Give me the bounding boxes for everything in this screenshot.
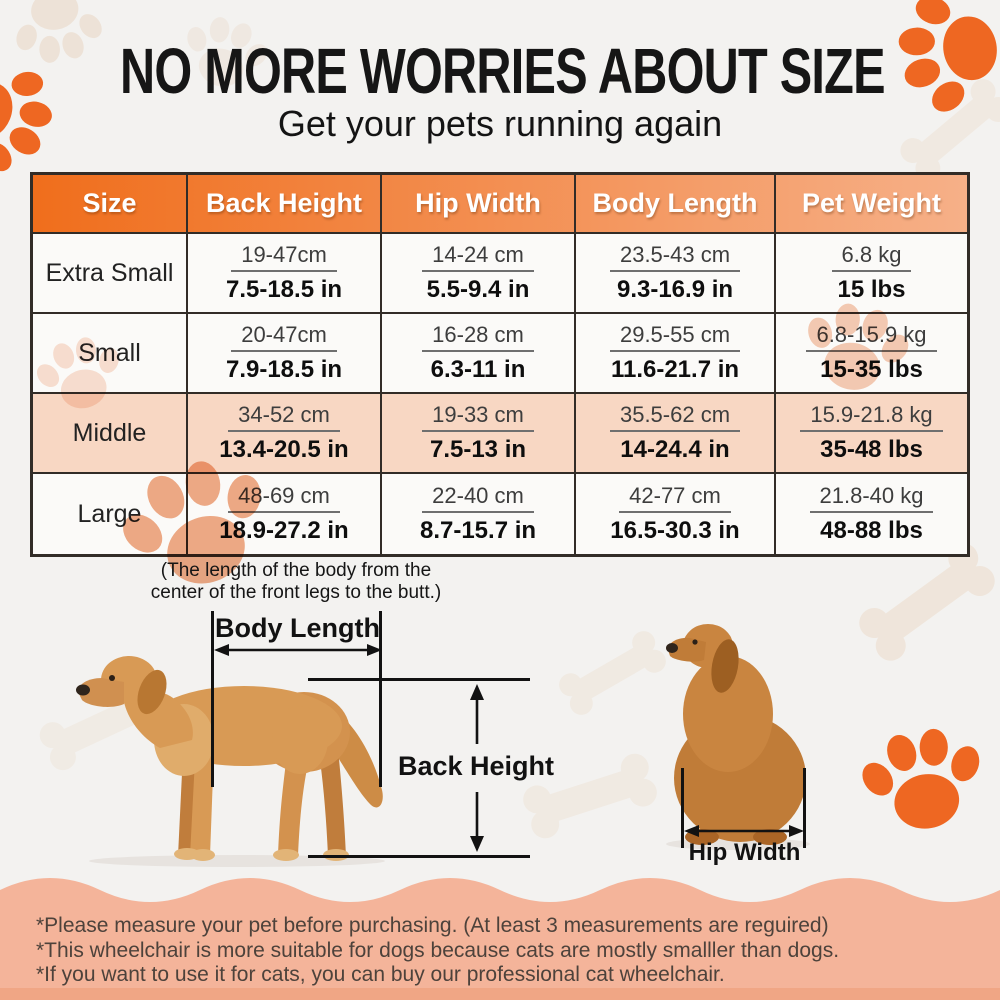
footer-wave-band	[0, 868, 1000, 1000]
imperial-value: 11.6-21.7 in	[610, 355, 740, 383]
table-cell: 42-77 cm 16.5-30.3 in	[576, 474, 776, 554]
body-length-left-bar	[211, 611, 214, 787]
paw-icon	[790, 282, 923, 415]
footnote-line: *This wheelchair is more suitable for do…	[36, 938, 840, 962]
table-cell: 16-28 cm 6.3-11 in	[382, 314, 576, 394]
back-height-top-line	[308, 678, 530, 681]
table-cell: 35.5-62 cm 14-24.4 in	[576, 394, 776, 474]
column-header-back-height: Back Height	[188, 175, 382, 234]
back-height-label: Back Height	[397, 751, 555, 781]
table-cell: 23.5-43 cm 9.3-16.9 in	[576, 234, 776, 314]
imperial-value: 48-88 lbs	[820, 516, 923, 544]
hip-width-left-bar	[681, 768, 684, 848]
hip-width-label: Hip Width	[688, 839, 801, 866]
imperial-value: 35-48 lbs	[820, 435, 923, 463]
metric-value: 19-33 cm	[422, 402, 534, 432]
paw-icon	[848, 705, 999, 856]
body-length-label: Body Length	[215, 613, 380, 643]
imperial-value: 16.5-30.3 in	[610, 516, 740, 544]
table-cell: 22-40 cm 8.7-15.7 in	[382, 474, 576, 554]
metric-value: 29.5-55 cm	[609, 322, 741, 352]
table-cell: 21.8-40 kg 48-88 lbs	[776, 474, 967, 554]
metric-value: 15.9-21.8 kg	[800, 402, 943, 432]
table-cell: 19-33 cm 7.5-13 in	[382, 394, 576, 474]
metric-value: 42-77 cm	[619, 483, 731, 513]
page-subtitle: Get your pets running again	[277, 103, 723, 144]
column-header-hip-width: Hip Width	[382, 175, 576, 234]
body-length-note: (The length of the body from the center …	[146, 560, 446, 603]
footnote-line: *Please measure your pet before purchasi…	[36, 914, 829, 937]
metric-value: 21.8-40 kg	[809, 483, 934, 513]
imperial-value: 14-24.4 in	[620, 435, 730, 463]
hip-width-arrow	[684, 822, 804, 840]
imperial-value: 7.5-18.5 in	[225, 275, 343, 303]
page-title: NO MORE WORRIES ABOUT SIZE	[120, 35, 886, 107]
table-cell: 29.5-55 cm 11.6-21.7 in	[576, 314, 776, 394]
body-length-arrow	[214, 641, 382, 659]
metric-value: 34-52 cm	[228, 402, 340, 432]
column-header-body-length: Body Length	[576, 175, 776, 234]
note-line-1: (The length of the body from the	[160, 560, 432, 581]
imperial-value: 13.4-20.5 in	[219, 435, 349, 463]
footnotes: *Please measure your pet before purchasi…	[36, 914, 976, 988]
imperial-value: 5.5-9.4 in	[426, 275, 530, 303]
table-row-size-label: Extra Small	[33, 234, 188, 314]
back-height-bottom-line	[308, 855, 530, 858]
table-cell: 19-47cm 7.5-18.5 in	[188, 234, 382, 314]
standing-dog-photo	[72, 640, 405, 868]
sitting-dog-photo	[662, 606, 812, 851]
body-length-right-bar	[379, 611, 382, 787]
table-row-size-label: Middle	[33, 394, 188, 474]
table-cell: 34-52 cm 13.4-20.5 in	[188, 394, 382, 474]
metric-value: 14-24 cm	[422, 242, 534, 272]
metric-value: 16-28 cm	[422, 322, 534, 352]
column-header-pet-weight: Pet Weight	[776, 175, 967, 234]
bone-icon	[551, 624, 674, 721]
metric-value: 6.8 kg	[831, 242, 912, 272]
imperial-value: 6.3-11 in	[430, 355, 526, 383]
hip-width-right-bar	[803, 768, 806, 848]
metric-value: 35.5-62 cm	[609, 402, 741, 432]
note-line-2: center of the front legs to the butt.)	[150, 581, 442, 603]
footnote-line: *If you want to use it for cats, you can…	[36, 963, 725, 986]
back-height-arrow	[462, 684, 492, 852]
imperial-value: 7.9-18.5 in	[225, 355, 343, 383]
metric-value: 22-40 cm	[422, 483, 534, 513]
metric-value: 23.5-43 cm	[609, 242, 741, 272]
imperial-value: 15 lbs	[837, 275, 906, 303]
table-cell: 15.9-21.8 kg 35-48 lbs	[776, 394, 967, 474]
metric-value: 20-47cm	[231, 322, 337, 352]
table-cell: 6.8 kg 15 lbs	[776, 234, 967, 314]
imperial-value: 8.7-15.7 in	[419, 516, 537, 544]
imperial-value: 9.3-16.9 in	[616, 275, 734, 303]
imperial-value: 7.5-13 in	[429, 435, 527, 463]
size-table: Size Back Height Hip Width Body Length P…	[30, 172, 970, 557]
table-cell: 14-24 cm 5.5-9.4 in	[382, 234, 576, 314]
table-cell: 20-47cm 7.9-18.5 in	[188, 314, 382, 394]
column-header-size: Size	[33, 175, 188, 234]
metric-value: 19-47cm	[231, 242, 337, 272]
